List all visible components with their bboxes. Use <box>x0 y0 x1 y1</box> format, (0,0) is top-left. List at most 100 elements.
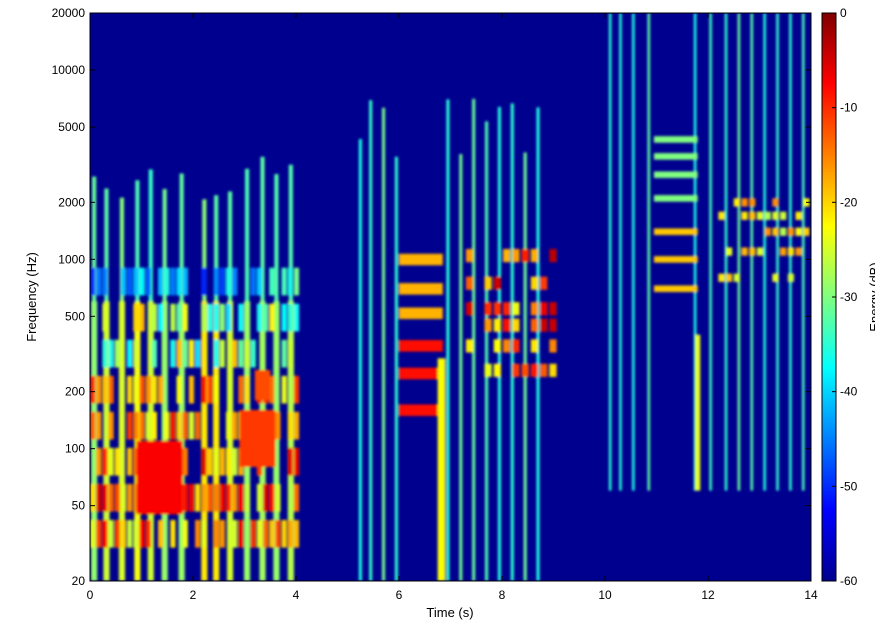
energy-cell <box>182 519 188 548</box>
colorbar-tick-label: -10 <box>840 101 858 115</box>
energy-cell <box>157 267 164 296</box>
x-tick-label: 0 <box>87 588 94 602</box>
plot-frame <box>89 12 812 582</box>
energy-cell <box>114 339 120 368</box>
energy-cell <box>201 447 207 476</box>
energy-cell <box>213 519 219 548</box>
energy-cell <box>780 247 787 256</box>
energy-cell <box>151 411 157 440</box>
energy-cell <box>239 410 276 468</box>
energy-cell <box>530 363 539 377</box>
energy-cell <box>145 519 151 548</box>
colorbar-tick-label: -60 <box>840 574 858 588</box>
energy-cell <box>250 267 256 296</box>
y-axis-ticks: 20 50 100 200 500 1000 2000 5000 10000 20000 <box>52 6 811 588</box>
energy-cell <box>108 339 114 368</box>
energy-cell <box>540 302 548 316</box>
energy-cell <box>647 13 651 491</box>
energy-cell <box>780 211 787 220</box>
energy-cell <box>102 375 108 404</box>
energy-cell <box>281 519 287 548</box>
energy-cell <box>244 339 250 368</box>
energy-cell <box>90 411 96 440</box>
energy-cell <box>213 267 219 296</box>
energy-cell <box>232 267 238 296</box>
energy-cell <box>244 483 250 512</box>
energy-cell <box>176 375 182 404</box>
energy-cell <box>772 227 779 236</box>
colorbar-label: Energy (dB) <box>867 262 875 331</box>
energy-cell <box>281 303 287 332</box>
energy-cell <box>741 198 748 207</box>
energy-cell <box>238 519 244 548</box>
energy-cell <box>207 447 213 476</box>
energy-cell <box>238 339 244 368</box>
energy-cell <box>493 276 501 290</box>
energy-layer <box>90 13 810 581</box>
energy-cell <box>120 519 127 548</box>
energy-cell <box>273 301 280 581</box>
energy-cell <box>530 248 539 263</box>
energy-cell <box>465 248 474 263</box>
energy-cell <box>484 318 492 332</box>
energy-cell <box>96 411 102 440</box>
y-axis-label: Frequency (Hz) <box>24 252 39 342</box>
energy-cell <box>287 267 293 296</box>
energy-cell <box>512 318 520 332</box>
energy-cell <box>733 198 740 207</box>
energy-cell <box>102 339 108 368</box>
energy-cell <box>213 375 219 404</box>
energy-cell <box>108 483 114 512</box>
energy-cell <box>263 303 269 332</box>
energy-cell <box>139 267 145 296</box>
energy-cell <box>108 519 114 548</box>
energy-cell <box>157 303 164 332</box>
energy-cell <box>207 483 213 512</box>
energy-cell <box>269 483 275 512</box>
energy-cell <box>133 483 139 512</box>
energy-cell <box>213 301 220 581</box>
energy-cell <box>540 318 548 332</box>
energy-cell <box>293 303 300 332</box>
energy-cell <box>632 13 635 491</box>
energy-cell <box>127 339 133 368</box>
energy-cell <box>133 303 139 332</box>
energy-cell <box>695 334 701 491</box>
energy-cell <box>164 267 170 296</box>
energy-cell <box>503 248 511 263</box>
energy-cell <box>293 375 300 404</box>
colorbar-tick-label: -30 <box>840 290 858 304</box>
energy-cell <box>269 375 275 404</box>
energy-cell <box>465 339 474 353</box>
energy-cell <box>369 100 373 581</box>
colorbar-ticks: 0 -10 -20 -30 -40 -50 -60 <box>832 6 858 588</box>
energy-cell <box>749 198 756 207</box>
energy-cell <box>219 303 225 332</box>
energy-cell <box>102 483 108 512</box>
energy-cell <box>232 519 238 548</box>
y-tick-label: 20 <box>72 574 86 588</box>
energy-cell <box>293 411 300 440</box>
energy-cell <box>484 302 492 316</box>
energy-cell <box>484 363 492 377</box>
energy-cell <box>485 121 489 581</box>
energy-cell <box>653 285 698 293</box>
energy-cell <box>157 375 164 404</box>
energy-cell <box>182 303 188 332</box>
x-axis-label: Time (s) <box>426 605 473 620</box>
energy-cell <box>530 302 539 316</box>
energy-cell <box>512 248 520 263</box>
energy-cell <box>733 273 740 282</box>
energy-cell <box>653 195 698 202</box>
energy-cell <box>120 483 127 512</box>
energy-cell <box>244 375 250 404</box>
energy-cell <box>139 411 145 440</box>
colorbar-tick-label: -50 <box>840 479 858 493</box>
energy-cell <box>182 411 188 440</box>
energy-cell <box>225 303 232 332</box>
energy-cell <box>226 301 234 581</box>
energy-cell <box>399 367 443 380</box>
energy-cell <box>269 267 275 296</box>
energy-cell <box>459 154 463 581</box>
